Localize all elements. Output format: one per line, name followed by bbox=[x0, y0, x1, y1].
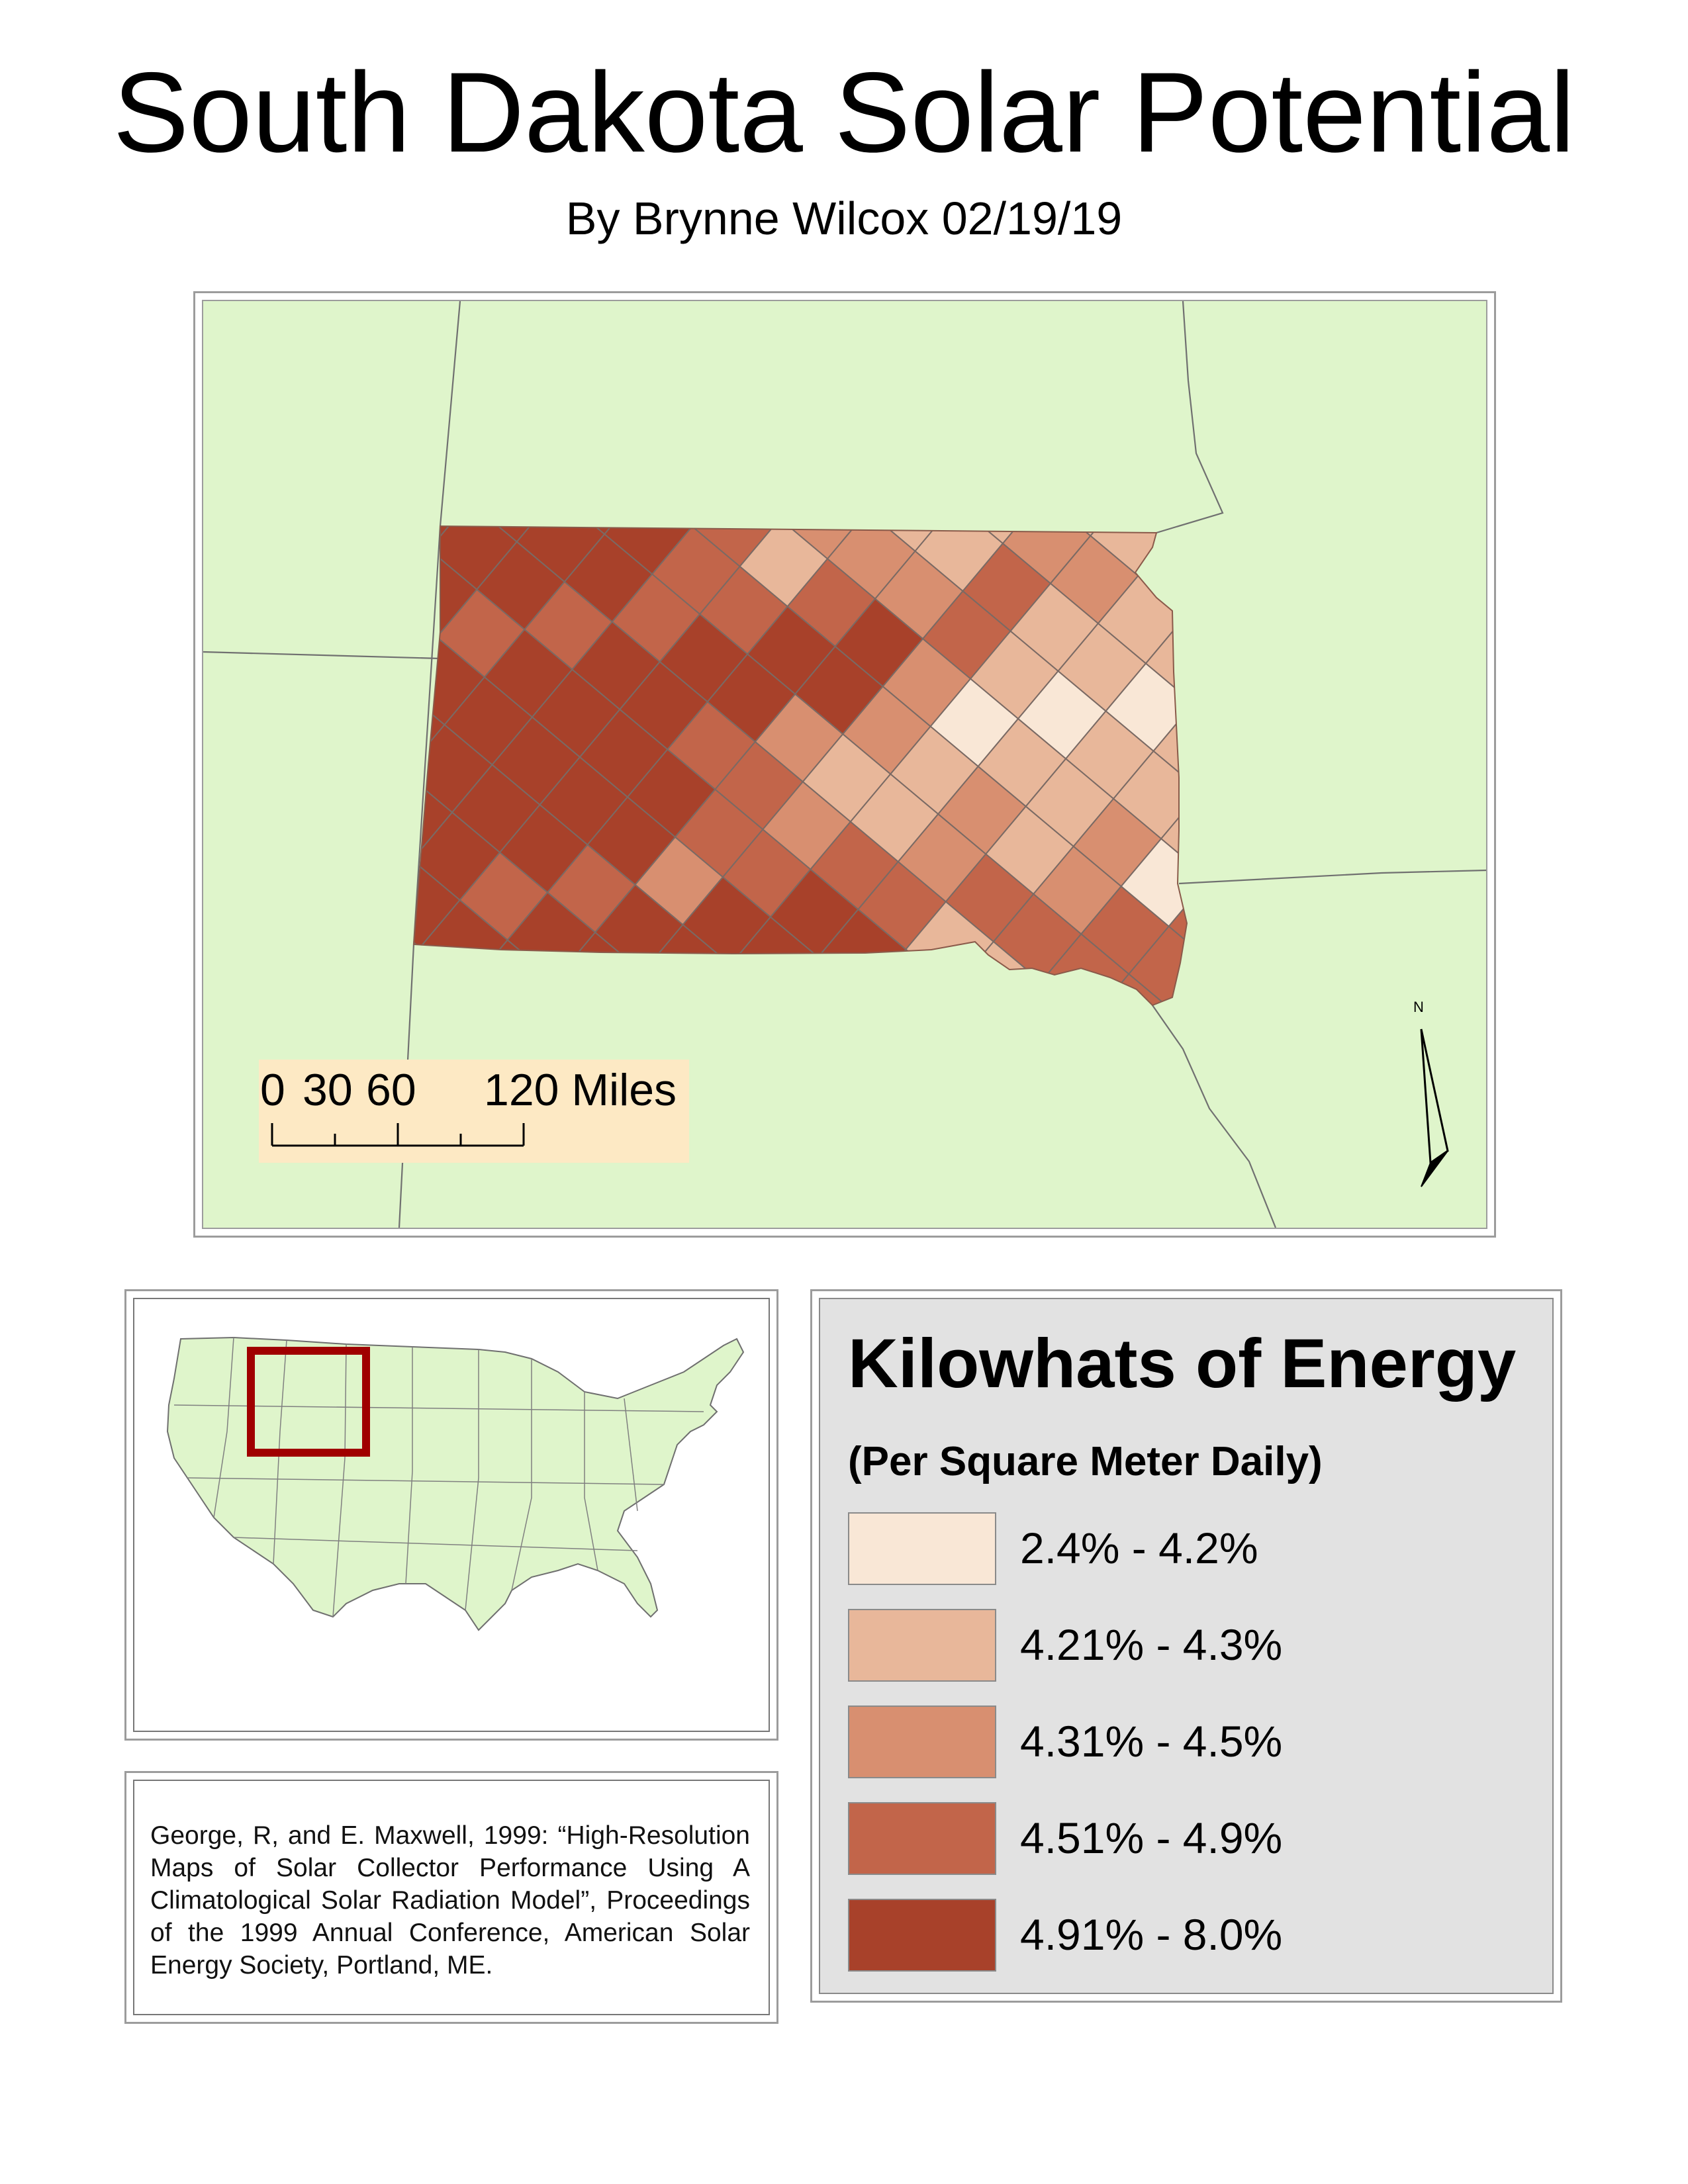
main-map-frame: 0 30 60 120 Miles N bbox=[193, 291, 1496, 1238]
legend-label: 4.31% - 4.5% bbox=[1020, 1717, 1283, 1766]
grid-cell bbox=[466, 939, 557, 1005]
legend-label: 4.91% - 8.0% bbox=[1020, 1910, 1283, 1959]
grid-cell bbox=[514, 979, 604, 1005]
south-dakota-outline bbox=[412, 525, 1188, 1007]
grid-cell bbox=[1175, 965, 1187, 1005]
south-dakota-map[interactable] bbox=[203, 301, 1486, 1228]
grid-cell bbox=[689, 964, 779, 1005]
svg-text:N: N bbox=[1413, 999, 1424, 1015]
legend-swatch bbox=[848, 1609, 996, 1682]
grid-cell bbox=[732, 431, 820, 518]
scale-label-60: 60 bbox=[366, 1065, 416, 1115]
north-arrow: N bbox=[1405, 997, 1465, 1209]
scale-ticks bbox=[271, 1123, 525, 1147]
grid-cell bbox=[865, 948, 955, 1005]
north-arrow-icon: N bbox=[1413, 999, 1449, 1187]
scale-label-120: 120 Miles bbox=[484, 1065, 677, 1115]
grid-cell bbox=[414, 526, 430, 598]
grid-cell bbox=[912, 988, 1002, 1005]
grid-cell bbox=[1129, 526, 1187, 529]
scale-bar: 0 30 60 120 Miles bbox=[259, 1060, 689, 1163]
grid-cell bbox=[825, 996, 915, 1005]
grid-cell bbox=[1041, 526, 1132, 537]
grid-cell bbox=[1177, 526, 1187, 569]
legend-swatch bbox=[848, 1802, 996, 1875]
grid-cell bbox=[602, 971, 692, 1005]
grid-cell bbox=[820, 424, 907, 511]
map-author-date: By Brynne Wilcox 02/19/19 bbox=[565, 193, 1123, 244]
legend-item: 4.51% - 4.9% bbox=[848, 1802, 1510, 1875]
locator-map-frame bbox=[124, 1289, 778, 1741]
map-title: South Dakota Solar Potential bbox=[113, 49, 1575, 176]
usa-locator-map bbox=[166, 1336, 745, 1631]
legend-label: 4.51% - 4.9% bbox=[1020, 1813, 1283, 1862]
grid-cell bbox=[1000, 980, 1090, 1005]
legend-title: Kilowhats of Energy bbox=[848, 1325, 1517, 1402]
legend-label: 4.21% - 4.3% bbox=[1020, 1620, 1283, 1669]
scale-label-0: 0 bbox=[260, 1065, 285, 1115]
legend-item: 2.4% - 4.2% bbox=[848, 1512, 1510, 1585]
legend-item: 4.91% - 8.0% bbox=[848, 1899, 1510, 1972]
grid-cell bbox=[777, 956, 867, 1005]
legend-swatch bbox=[848, 1899, 996, 1972]
grid-cell bbox=[643, 526, 733, 527]
grid-cell bbox=[1184, 567, 1187, 657]
study-area-box bbox=[247, 1347, 370, 1457]
main-map[interactable]: 0 30 60 120 Miles N bbox=[202, 300, 1487, 1229]
legend-swatch bbox=[848, 1706, 996, 1778]
grid-cell bbox=[555, 526, 646, 535]
legend-swatch bbox=[848, 1512, 996, 1585]
legend: Kilowhats of Energy (Per Square Meter Da… bbox=[819, 1298, 1554, 1994]
citation-frame: George, R, and E. Maxwell, 1999: “High-R… bbox=[124, 1771, 778, 2024]
legend-frame: Kilowhats of Energy (Per Square Meter Da… bbox=[810, 1289, 1562, 2003]
legend-subtitle: (Per Square Meter Daily) bbox=[848, 1439, 1323, 1484]
legend-item: 4.31% - 4.5% bbox=[848, 1706, 1510, 1778]
grid-cell bbox=[414, 946, 469, 1005]
citation-box: George, R, and E. Maxwell, 1999: “High-R… bbox=[133, 1780, 770, 2015]
scale-label-30: 30 bbox=[303, 1065, 353, 1115]
citation-text: George, R, and E. Maxwell, 1999: “High-R… bbox=[150, 1821, 750, 1979]
locator-map[interactable] bbox=[133, 1298, 770, 1732]
grid-cell bbox=[414, 907, 421, 997]
legend-item: 4.21% - 4.3% bbox=[848, 1609, 1510, 1682]
grid-cell bbox=[414, 596, 438, 686]
legend-label: 2.4% - 4.2% bbox=[1020, 1524, 1258, 1572]
solar-potential-grid bbox=[414, 424, 1187, 1005]
grid-cell bbox=[954, 526, 1044, 545]
